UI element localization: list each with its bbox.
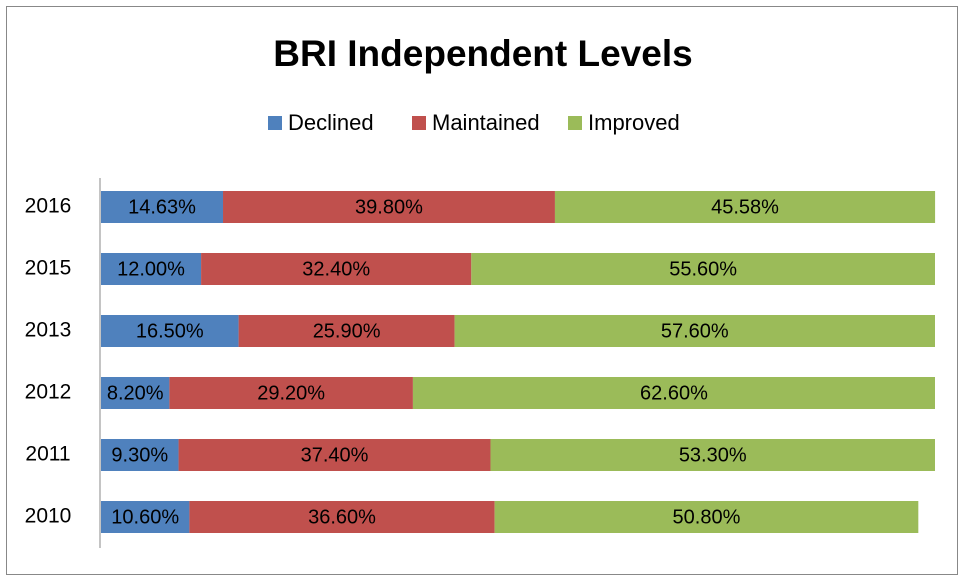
bar-segment xyxy=(101,191,224,223)
data-label: 36.60% xyxy=(308,506,376,528)
data-label: 16.50% xyxy=(136,320,204,342)
data-label: 45.58% xyxy=(711,196,779,218)
bar-segment xyxy=(238,315,455,347)
data-label: 10.60% xyxy=(111,506,179,528)
bar-segment xyxy=(223,191,555,223)
bar-segment xyxy=(554,191,936,223)
y-tick-label: 2015 xyxy=(25,257,72,280)
legend-swatch xyxy=(568,116,582,130)
bar-segment xyxy=(101,439,179,471)
bar-segment xyxy=(189,501,495,533)
data-label: 32.40% xyxy=(302,258,370,280)
data-label: 14.63% xyxy=(128,196,196,218)
bar-segment xyxy=(490,439,935,471)
bar-segment xyxy=(412,377,935,409)
bar-segment xyxy=(101,315,239,347)
y-tick-label: 2010 xyxy=(25,505,72,528)
data-label: 57.60% xyxy=(661,320,729,342)
data-label: 12.00% xyxy=(117,258,185,280)
bar-segment xyxy=(101,253,202,285)
data-label: 55.60% xyxy=(669,258,737,280)
bar-segment xyxy=(201,253,472,285)
legend-swatch xyxy=(268,116,282,130)
data-label: 50.80% xyxy=(673,506,741,528)
bar-segment xyxy=(471,253,935,285)
bar-segment xyxy=(494,501,919,533)
data-label: 9.30% xyxy=(111,444,168,466)
bar-segment xyxy=(101,377,170,409)
legend-label: Improved xyxy=(588,110,680,135)
bar-segment xyxy=(101,501,190,533)
data-label: 29.20% xyxy=(257,382,325,404)
bar-segment xyxy=(454,315,935,347)
chart-border xyxy=(6,6,958,575)
chart-title: BRI Independent Levels xyxy=(273,33,692,74)
data-label: 25.90% xyxy=(313,320,381,342)
legend-label: Declined xyxy=(288,110,374,135)
data-label: 62.60% xyxy=(640,382,708,404)
bar-segment xyxy=(169,377,413,409)
data-label: 37.40% xyxy=(301,444,369,466)
data-label: 39.80% xyxy=(355,196,423,218)
y-tick-label: 2013 xyxy=(25,319,72,342)
y-tick-label: 2012 xyxy=(25,381,72,404)
y-tick-label: 2016 xyxy=(25,195,72,218)
data-label: 8.20% xyxy=(107,382,164,404)
legend-swatch xyxy=(412,116,426,130)
bar-segment xyxy=(178,439,491,471)
y-tick-label: 2011 xyxy=(25,443,70,466)
data-label: 53.30% xyxy=(679,444,747,466)
legend-label: Maintained xyxy=(432,110,540,135)
